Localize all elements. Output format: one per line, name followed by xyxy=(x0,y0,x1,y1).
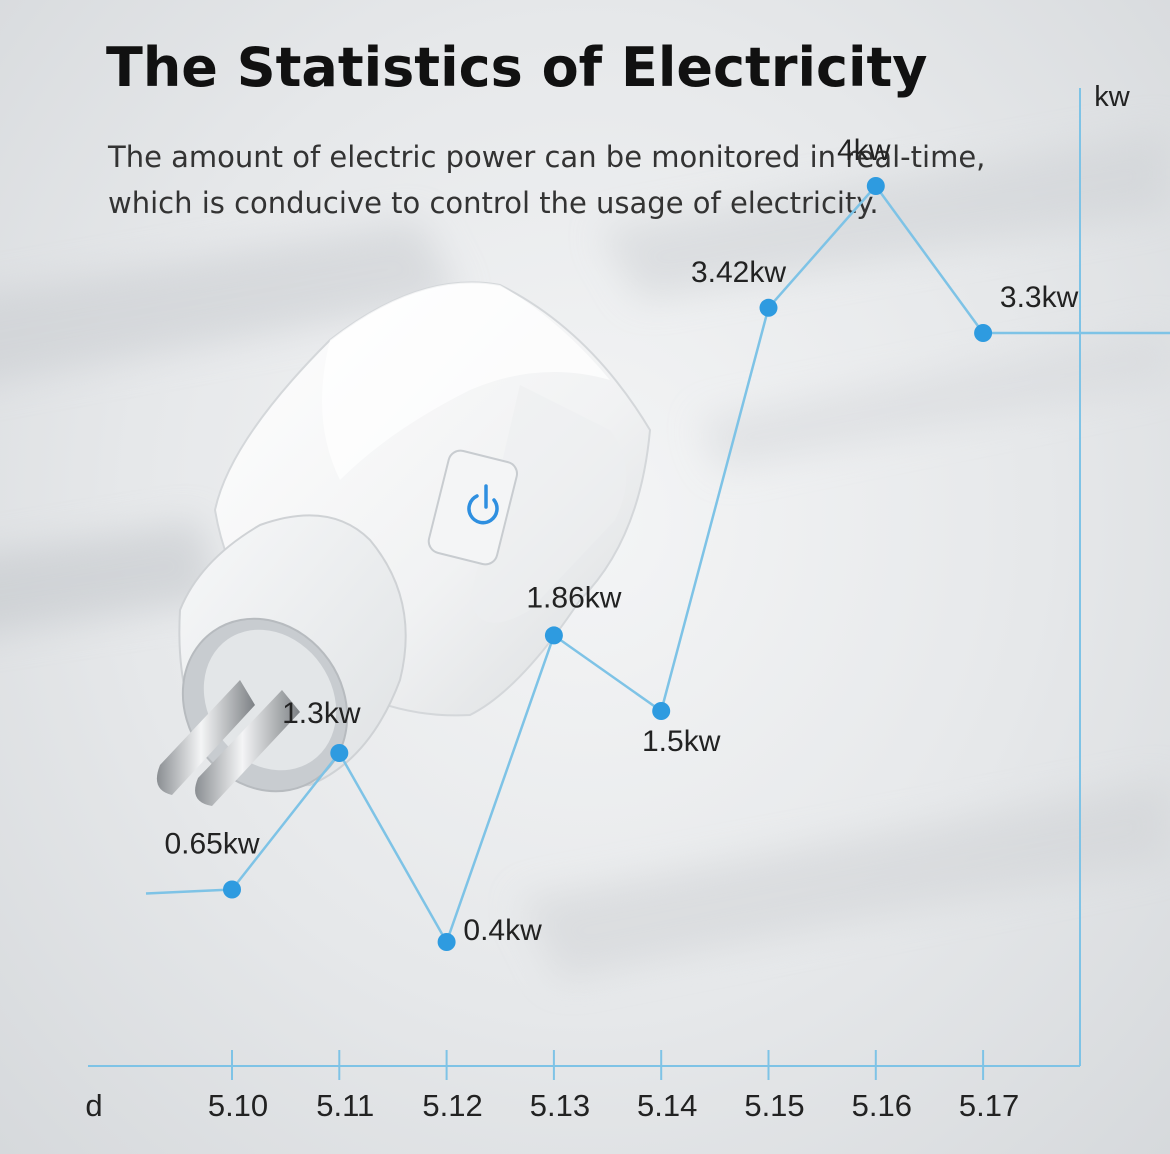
x-tick-label: 5.16 xyxy=(852,1088,912,1123)
data-label: 1.5kw xyxy=(642,725,721,758)
data-point xyxy=(330,744,349,762)
power-icon xyxy=(467,484,499,525)
data-point xyxy=(974,324,993,342)
subtitle-line-2: which is conducive to control the usage … xyxy=(108,186,879,220)
x-tick-label: 5.15 xyxy=(744,1088,804,1123)
data-label: 3.42kw xyxy=(691,256,786,289)
chart-labels: 5.10 5.11 5.12 5.13 5.14 5.15 5.16 5.17 d kw 0.65k… xyxy=(85,81,1130,1123)
y-unit-label: kw xyxy=(1094,81,1131,113)
x-unit-label: d xyxy=(85,1088,102,1123)
chart-axes xyxy=(88,88,1081,1080)
data-label: 3.3kw xyxy=(1000,281,1079,314)
chart-series xyxy=(145,177,1170,951)
data-label: 1.3kw xyxy=(282,697,361,730)
data-label: 0.65kw xyxy=(164,828,259,861)
x-tick-label: 5.12 xyxy=(422,1088,482,1123)
data-point xyxy=(866,177,885,195)
data-point xyxy=(544,626,563,645)
x-tick-label: 5.13 xyxy=(530,1088,590,1123)
plug-pins xyxy=(156,680,300,806)
data-label: 1.86kw xyxy=(526,581,621,614)
data-point xyxy=(223,880,241,899)
subtitle-line-1: The amount of electric power can be moni… xyxy=(108,140,986,174)
x-tick-label: 5.11 xyxy=(316,1088,374,1123)
series-line xyxy=(145,184,1170,944)
data-point xyxy=(759,298,778,317)
x-tick-label: 5.10 xyxy=(208,1088,268,1123)
data-label: 0.4kw xyxy=(463,914,542,947)
data-point xyxy=(437,933,456,951)
x-tick-label: 5.17 xyxy=(959,1088,1019,1123)
data-point xyxy=(652,702,671,720)
page-title: The Statistics of Electricity xyxy=(106,36,928,99)
page-subtitle: The amount of electric power can be moni… xyxy=(108,134,1068,226)
x-tick-label: 5.14 xyxy=(637,1088,697,1123)
data-label: 4kw xyxy=(837,134,891,167)
power-button[interactable] xyxy=(426,448,519,567)
